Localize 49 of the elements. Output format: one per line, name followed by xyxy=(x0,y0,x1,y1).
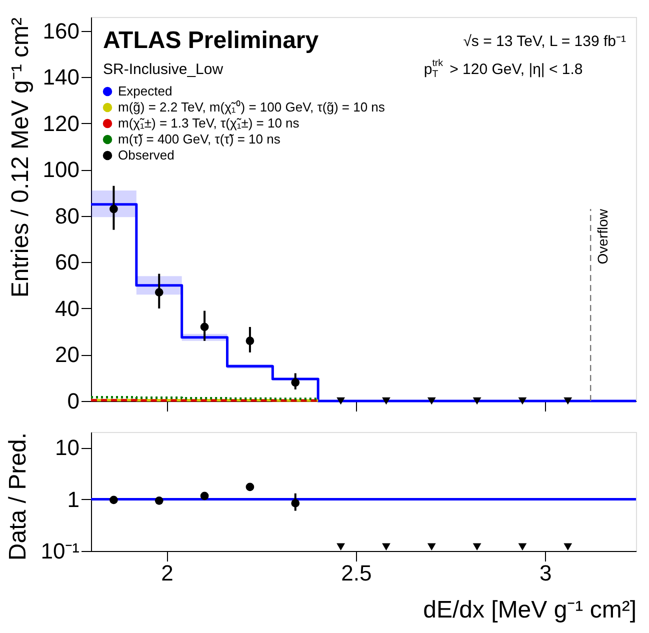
y-axis-title: Data / Pred. xyxy=(4,432,32,561)
y-tick-label: 80 xyxy=(55,203,80,228)
point xyxy=(382,543,390,551)
point xyxy=(110,496,118,504)
legend-label: m(χ̃₁±) = 1.3 TeV, τ(χ̃₁±) = 10 ns xyxy=(118,116,300,130)
y-axis-title: Entries / 0.12 MeV g⁻¹ cm² xyxy=(6,18,34,298)
y-tick-label: 120 xyxy=(42,110,80,136)
y-tick-label: 40 xyxy=(55,296,80,321)
y-tick-label: 10 xyxy=(55,435,80,460)
ref-line-label: Overflow xyxy=(594,208,611,264)
point xyxy=(110,204,118,214)
x-tick-label: 2 xyxy=(161,560,174,586)
point xyxy=(154,496,164,505)
point xyxy=(154,288,164,296)
x-tick-label: 3 xyxy=(540,560,552,586)
annotation: √s = 13 TeV, L = 139 fb⁻¹ xyxy=(463,33,626,50)
legend-label: Observed xyxy=(118,148,174,162)
y-tick-label: 160 xyxy=(42,18,80,44)
point xyxy=(564,543,572,551)
annotation: ATLAS Preliminary xyxy=(103,27,320,54)
point xyxy=(246,482,254,492)
y-tick-label: 60 xyxy=(55,250,80,275)
point xyxy=(291,499,300,508)
legend-label: m(τ̃) = 400 GeV, τ(τ̃) = 10 ns xyxy=(118,132,281,146)
point xyxy=(472,397,482,405)
point xyxy=(564,397,572,405)
legend-label: Expected xyxy=(118,84,172,98)
point xyxy=(427,543,436,551)
x-axis-title: dE/dx [MeV g⁻¹ cm²] xyxy=(423,596,636,624)
point xyxy=(382,397,390,405)
point xyxy=(518,397,527,405)
annotation: SR-Inclusive_Low xyxy=(103,61,224,78)
y-tick-label: 100 xyxy=(42,157,80,182)
point xyxy=(200,492,209,500)
point xyxy=(246,336,254,346)
point xyxy=(472,543,482,551)
legend-label: m(g̃) = 2.2 TeV, m(χ̃₁⁰) = 100 GeV, τ(g̃) = 10 ns xyxy=(118,100,386,114)
point xyxy=(427,397,436,405)
point xyxy=(291,378,300,387)
point xyxy=(336,543,345,551)
y-tick-label: 0 xyxy=(67,388,80,414)
point xyxy=(336,397,345,405)
y-tick-label: 20 xyxy=(55,342,80,368)
x-tick-label: 2.5 xyxy=(341,560,372,586)
y-tick-label: 140 xyxy=(42,64,80,90)
y-tick-label: 10⁻¹ xyxy=(40,538,80,564)
y-tick-label: 1 xyxy=(67,486,80,512)
point xyxy=(200,322,209,332)
point xyxy=(518,543,527,551)
